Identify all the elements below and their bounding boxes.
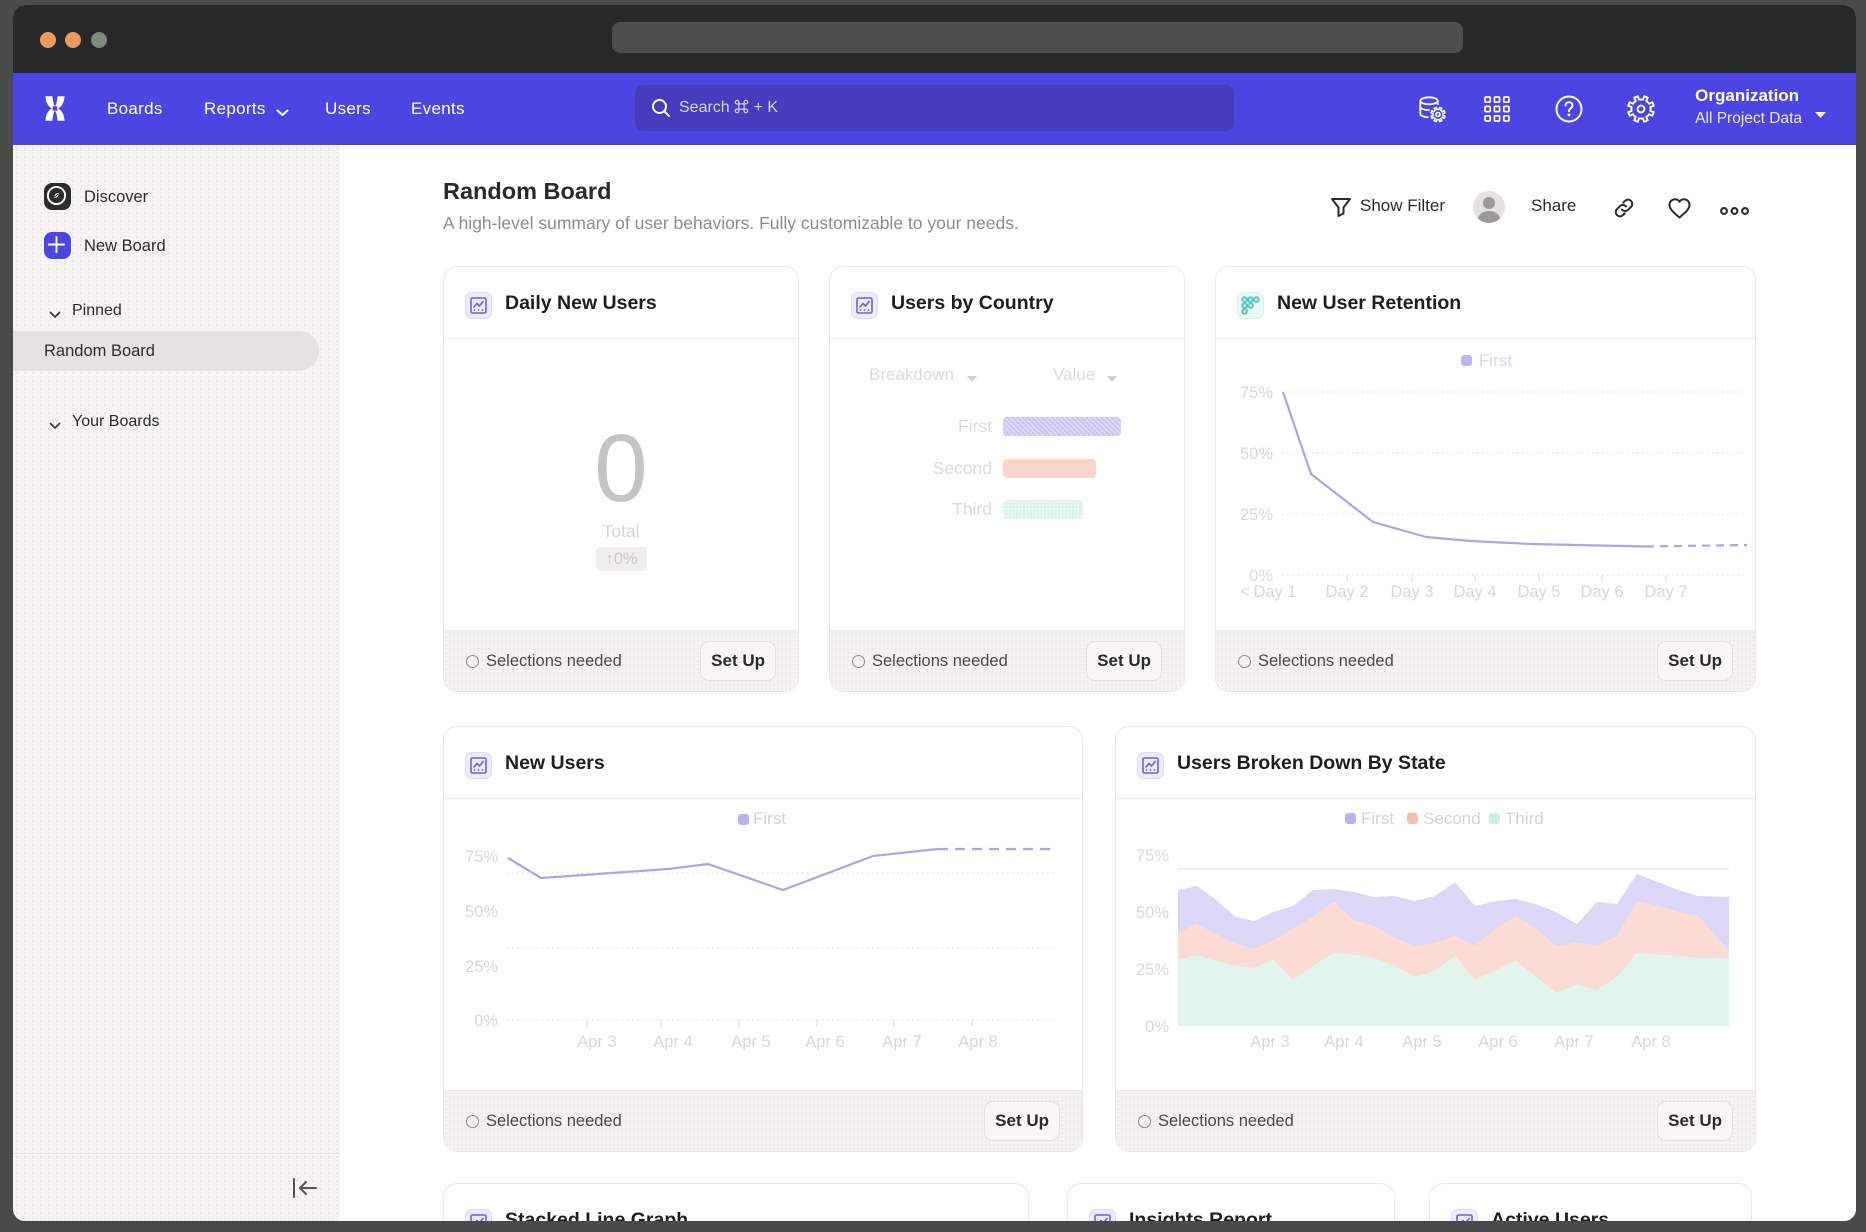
svg-text:75%: 75%: [1136, 847, 1169, 865]
svg-text:75%: 75%: [1240, 384, 1273, 402]
svg-text:Apr 4: Apr 4: [1324, 1033, 1363, 1051]
svg-text:First: First: [753, 809, 786, 828]
svg-text:Day 2: Day 2: [1325, 583, 1368, 601]
svg-text:Apr 4: Apr 4: [653, 1033, 692, 1051]
svg-text:Day 3: Day 3: [1390, 583, 1433, 601]
svg-text:25%: 25%: [1240, 506, 1273, 524]
svg-text:Day 7: Day 7: [1644, 583, 1687, 601]
svg-text:Day 5: Day 5: [1517, 583, 1560, 601]
svg-text:Apr 8: Apr 8: [958, 1033, 997, 1051]
svg-text:<: <: [1240, 583, 1250, 601]
svg-text:Apr 3: Apr 3: [577, 1033, 616, 1051]
svg-text:0%: 0%: [1249, 567, 1273, 585]
svg-text:Second: Second: [1423, 809, 1481, 828]
svg-text:25%: 25%: [465, 958, 498, 976]
svg-text:Apr 3: Apr 3: [1250, 1033, 1289, 1051]
svg-text:Third: Third: [1505, 809, 1544, 828]
svg-text:Apr 7: Apr 7: [882, 1033, 921, 1051]
svg-text:Day 6: Day 6: [1580, 583, 1623, 601]
svg-text:Apr 6: Apr 6: [1478, 1033, 1517, 1051]
svg-text:First: First: [1361, 809, 1394, 828]
svg-text:50%: 50%: [1136, 904, 1169, 922]
svg-text:Day 1: Day 1: [1253, 583, 1296, 601]
svg-text:Apr 5: Apr 5: [1402, 1033, 1441, 1051]
svg-text:0%: 0%: [474, 1012, 498, 1030]
svg-text:50%: 50%: [1240, 445, 1273, 463]
svg-text:50%: 50%: [465, 903, 498, 921]
svg-text:Day 4: Day 4: [1453, 583, 1496, 601]
svg-text:75%: 75%: [465, 848, 498, 866]
svg-text:0%: 0%: [1145, 1018, 1169, 1036]
svg-text:Apr 7: Apr 7: [1554, 1033, 1593, 1051]
svg-text:First: First: [1479, 351, 1512, 370]
svg-text:Apr 8: Apr 8: [1631, 1033, 1670, 1051]
svg-text:Apr 6: Apr 6: [805, 1033, 844, 1051]
svg-text:25%: 25%: [1136, 961, 1169, 979]
svg-text:Apr 5: Apr 5: [731, 1033, 770, 1051]
